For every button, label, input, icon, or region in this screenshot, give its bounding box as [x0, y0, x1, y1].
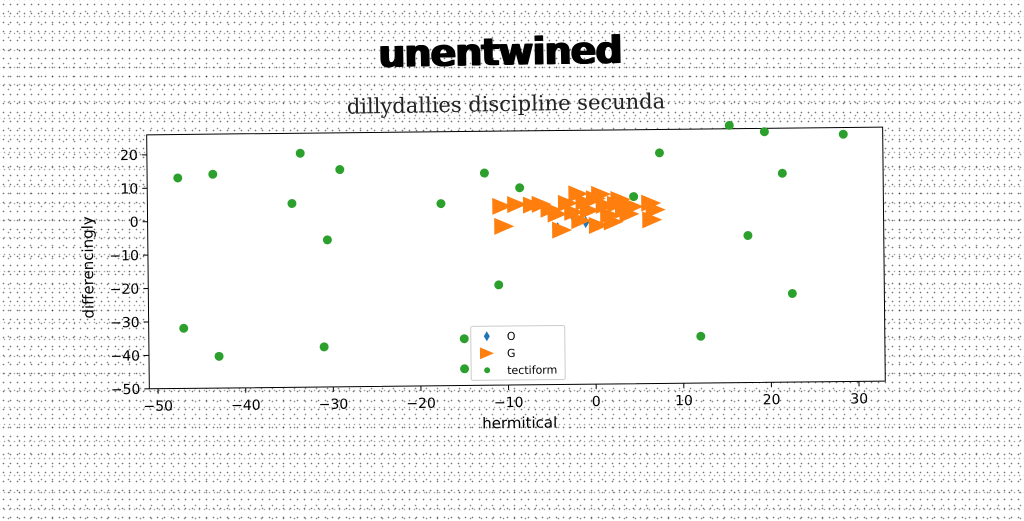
y-tick-label: 20 [120, 148, 138, 164]
x-tick-label: 0 [592, 394, 601, 410]
legend-label: tectiform [507, 364, 557, 378]
legend-label: O [507, 330, 516, 343]
x-tick-label: 10 [675, 393, 693, 409]
x-tick-label: −50 [143, 399, 173, 415]
x-axis-label: hermitical [482, 414, 557, 433]
legend-label: G [507, 347, 516, 360]
y-tick-label: −30 [110, 315, 140, 331]
y-tick-label: −20 [110, 282, 140, 298]
x-tick-label: −10 [494, 395, 524, 411]
y-axis-label: differencingly [79, 216, 98, 319]
y-tick-label: 10 [120, 181, 138, 197]
x-tick-label: −30 [319, 397, 349, 413]
x-tick-label: −40 [231, 398, 261, 414]
x-tick-label: 20 [763, 392, 781, 408]
y-tick-label: −40 [110, 348, 140, 364]
y-tick-label: 0 [130, 215, 139, 231]
x-tick-label: −20 [406, 396, 436, 412]
x-tick-label: 30 [850, 391, 868, 407]
y-tick-label: −50 [111, 382, 141, 398]
y-tick-label: −10 [109, 248, 139, 264]
